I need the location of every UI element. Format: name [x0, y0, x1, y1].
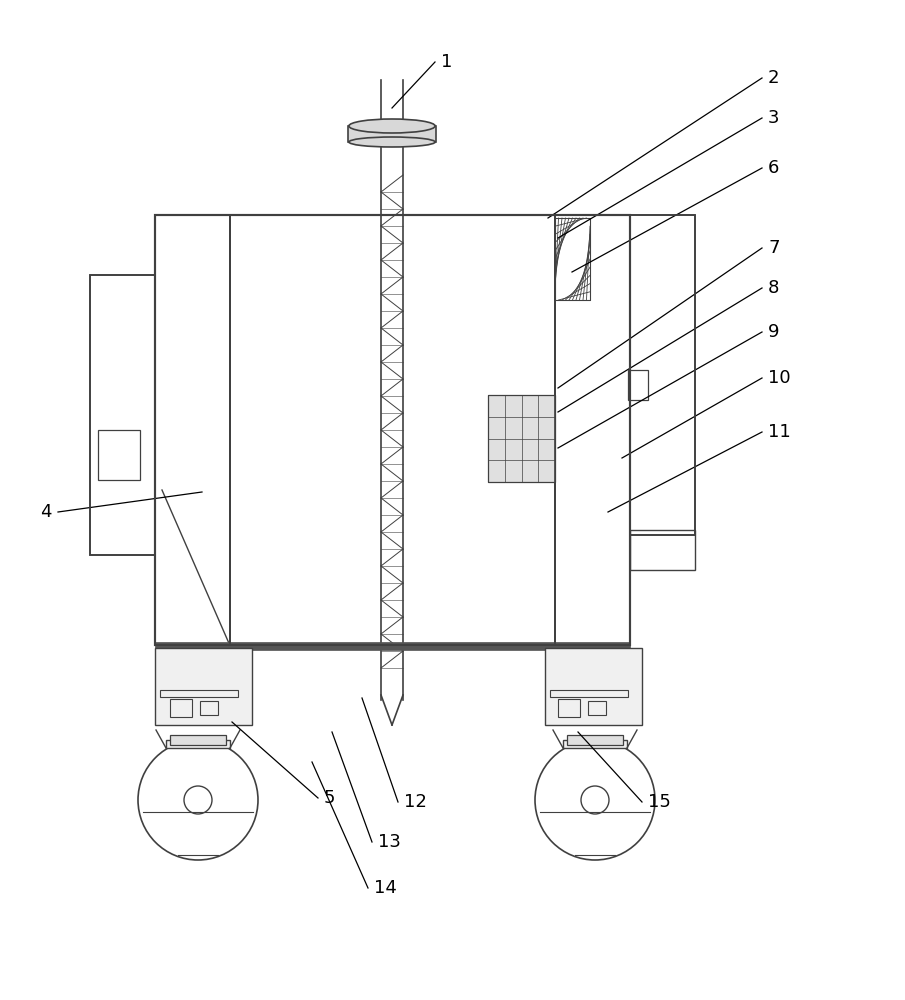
- Bar: [630, 530, 695, 570]
- Bar: [155, 642, 630, 650]
- Bar: [230, 215, 555, 645]
- Bar: [567, 735, 623, 745]
- Text: 1: 1: [441, 53, 452, 71]
- Text: 2: 2: [768, 69, 779, 87]
- Text: 13: 13: [378, 833, 401, 851]
- Bar: [348, 126, 436, 142]
- Bar: [555, 218, 590, 300]
- Bar: [488, 395, 555, 482]
- Text: 7: 7: [768, 239, 779, 257]
- Bar: [558, 699, 580, 717]
- Bar: [166, 740, 230, 748]
- Text: 9: 9: [768, 323, 779, 341]
- Bar: [545, 648, 642, 725]
- Bar: [155, 215, 630, 645]
- Ellipse shape: [349, 137, 435, 147]
- Text: 6: 6: [768, 159, 779, 177]
- Bar: [155, 215, 630, 645]
- Text: 10: 10: [768, 369, 791, 387]
- Bar: [200, 701, 218, 715]
- Text: 12: 12: [404, 793, 427, 811]
- Bar: [170, 735, 226, 745]
- Text: 11: 11: [768, 423, 791, 441]
- Bar: [563, 740, 627, 748]
- Bar: [160, 690, 238, 697]
- Bar: [628, 370, 648, 400]
- Bar: [90, 275, 155, 555]
- Bar: [630, 215, 695, 535]
- Bar: [98, 430, 140, 480]
- Bar: [170, 699, 192, 717]
- Text: 4: 4: [41, 503, 52, 521]
- Text: 15: 15: [648, 793, 671, 811]
- Bar: [155, 648, 252, 725]
- Text: 3: 3: [768, 109, 779, 127]
- Bar: [630, 215, 695, 535]
- Bar: [588, 701, 606, 715]
- Bar: [90, 275, 155, 555]
- Ellipse shape: [349, 119, 435, 133]
- Text: 8: 8: [768, 279, 779, 297]
- Bar: [550, 690, 628, 697]
- Text: 5: 5: [324, 789, 336, 807]
- Text: 14: 14: [374, 879, 397, 897]
- Bar: [230, 215, 555, 645]
